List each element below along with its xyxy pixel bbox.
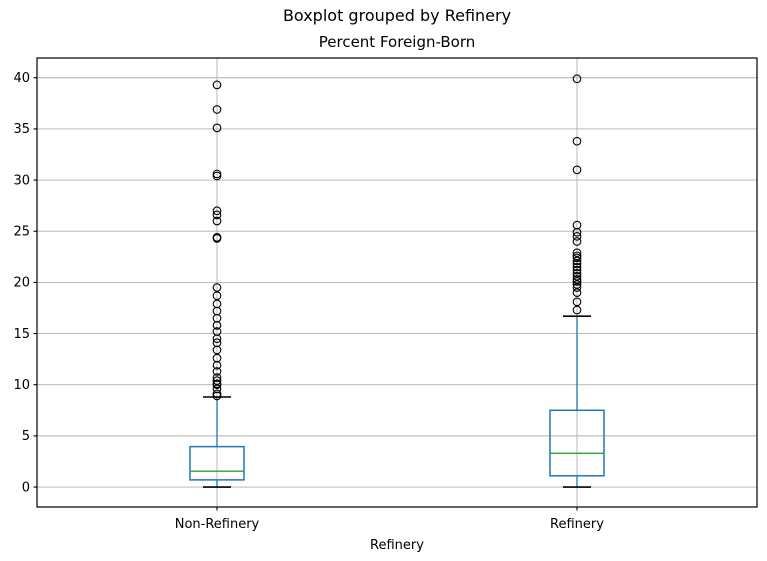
flier-point <box>572 251 582 261</box>
flier-point <box>572 136 582 146</box>
flier-point <box>572 259 582 269</box>
y-tick-label: 15 <box>13 327 30 342</box>
flier-point <box>212 169 222 179</box>
flier-point <box>572 256 582 266</box>
y-tick-label: 20 <box>13 276 30 291</box>
flier-point <box>572 74 582 84</box>
flier-point <box>572 232 582 241</box>
flier-point <box>212 327 222 336</box>
flier-point <box>212 384 222 394</box>
y-tick-label: 25 <box>13 225 30 240</box>
figure-title: Boxplot grouped by Refinery <box>282 6 512 25</box>
flier-point <box>212 216 222 226</box>
flier-point <box>212 389 222 399</box>
flier-point <box>572 271 582 281</box>
y-tick-label: 10 <box>13 378 30 393</box>
flier-point <box>212 367 222 376</box>
flier-point <box>572 265 582 275</box>
x-tick-label-refinery: Refinery <box>550 517 604 532</box>
flier-point <box>212 353 222 363</box>
y-tick-label: 5 <box>22 429 30 444</box>
x-axis-label: Refinery <box>370 538 424 553</box>
flier-point <box>212 291 222 301</box>
flier-point <box>212 210 222 220</box>
flier-point <box>212 123 222 133</box>
flier-point <box>212 233 222 242</box>
flier-point <box>572 288 582 297</box>
flier-point <box>572 283 582 292</box>
y-tick-label: 40 <box>13 71 30 86</box>
flier-point <box>572 262 582 272</box>
flier-point <box>212 299 222 309</box>
flier-point <box>212 379 222 389</box>
flier-point <box>212 338 222 348</box>
box-Non-Refinery <box>189 445 245 481</box>
x-tick-label-non-refinery: Non-Refinery <box>174 517 260 532</box>
flier-point <box>572 274 582 284</box>
y-tick-label: 0 <box>22 480 30 495</box>
flier-point <box>212 105 222 114</box>
y-tick-label: 30 <box>13 173 30 188</box>
flier-point <box>212 283 222 292</box>
flier-point <box>572 268 582 278</box>
flier-point <box>212 376 222 385</box>
flier-point <box>572 237 582 246</box>
flier-point <box>572 305 582 315</box>
box-Refinery <box>549 409 605 477</box>
flier-point <box>212 373 222 382</box>
flier-point <box>572 297 582 307</box>
flier-point <box>572 165 582 175</box>
flier-point <box>212 206 222 216</box>
flier-point <box>572 248 582 258</box>
flier-point <box>572 220 582 230</box>
flier-point <box>212 80 222 90</box>
y-tick-label: 35 <box>13 122 30 137</box>
axes-title: Percent Foreign-Born <box>318 33 476 51</box>
flier-point <box>572 280 582 289</box>
